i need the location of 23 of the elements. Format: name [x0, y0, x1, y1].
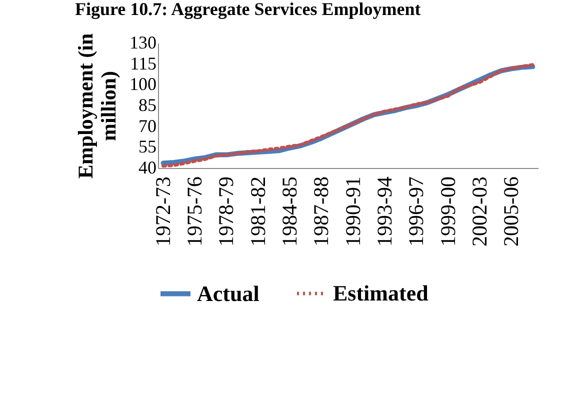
y-tick-label: 115	[130, 53, 156, 74]
y-tick-label: 40	[138, 158, 156, 178]
x-tick-label: 1993-94	[372, 176, 396, 246]
x-tick-label: 2002-03	[467, 176, 492, 246]
x-tick-label: 1978-79	[214, 176, 238, 246]
x-tick-label: 2005-06	[499, 176, 524, 246]
x-tick-label: 1987-88	[309, 176, 334, 246]
y-tick-label: 70	[138, 116, 156, 136]
y-axis-title: Employment (in million)	[74, 33, 120, 179]
chart-title: Figure 10.7: Aggregate Services Employment	[75, 0, 421, 19]
y-tick-label: 130	[130, 32, 156, 52]
x-tick-label: 1990-91	[340, 176, 365, 246]
x-tick-label: 1972-73	[150, 176, 175, 246]
y-tick-label: 85	[138, 95, 156, 115]
x-tick-label: 1984-85	[277, 176, 302, 246]
legend-label: Actual	[197, 280, 260, 306]
y-tick-label: 55	[138, 136, 156, 157]
x-tick-label: 1999-00	[436, 176, 460, 246]
y-tick-label: 100	[130, 74, 156, 94]
x-tick-label: 1981-82	[246, 176, 270, 246]
legend-label: Estimated	[333, 280, 428, 306]
x-tick-label: 1996-97	[404, 176, 428, 246]
x-tick-label: 1975-76	[182, 176, 206, 246]
